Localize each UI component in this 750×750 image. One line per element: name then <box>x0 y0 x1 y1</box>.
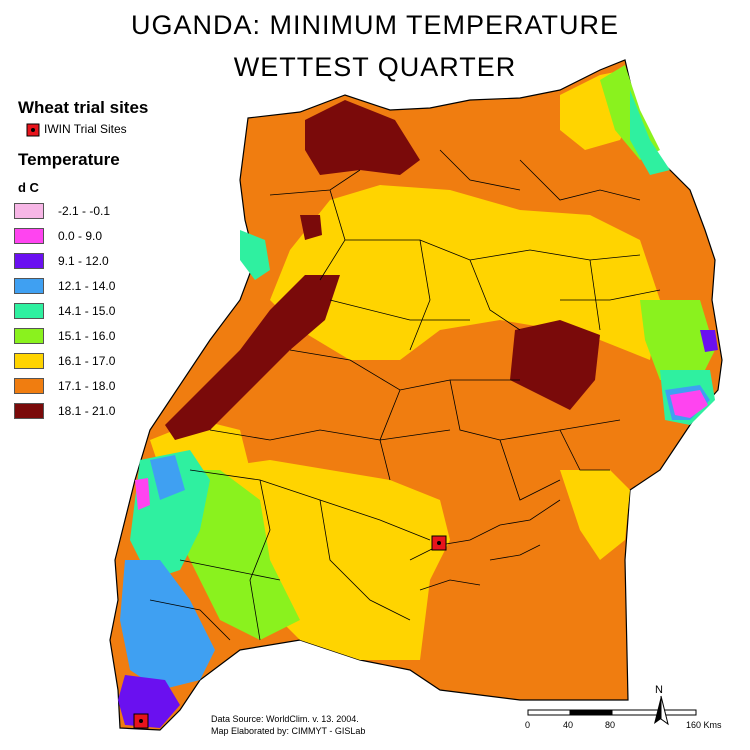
scale-label-40: 40 <box>563 720 574 730</box>
trial-site-markers <box>133 535 447 729</box>
legend-class-row: 9.1 - 12.0 <box>14 252 109 270</box>
legend-class-label: 18.1 - 21.0 <box>58 404 116 418</box>
elaborated-by-credit: Map Elaborated by: CIMMYT - GISLab <box>211 726 366 736</box>
legend-swatch <box>14 403 44 419</box>
legend-class-row: 15.1 - 16.0 <box>14 327 115 345</box>
legend-swatch <box>14 303 44 319</box>
legend-swatch <box>14 278 44 294</box>
scale-label-0: 0 <box>525 720 531 730</box>
legend-swatch <box>14 353 44 369</box>
legend-class-row: -2.1 - -0.1 <box>14 202 110 220</box>
legend-temperature-heading: Temperature <box>18 150 120 169</box>
zone-18-21-north <box>305 100 420 175</box>
legend-class-label: 14.1 - 15.0 <box>58 304 116 318</box>
scale-label-160: 160 Kms <box>686 720 722 730</box>
zone-18-21-northwest <box>300 215 322 240</box>
zone-9-12-east <box>700 330 718 352</box>
zone-16-17-southwest <box>200 460 450 660</box>
scale-bar <box>527 709 697 716</box>
legend-class-label: 9.1 - 12.0 <box>58 254 109 268</box>
zone-12-14-west <box>150 455 185 500</box>
legend-class-label: 17.1 - 18.0 <box>58 379 116 393</box>
map-title-line2: WETTEST QUARTER <box>233 52 517 82</box>
legend-sites-heading: Wheat trial sites <box>18 98 149 117</box>
scale-label-80: 80 <box>605 720 616 730</box>
data-source-credit: Data Source: WorldClim. v. 13. 2004. <box>211 714 359 724</box>
legend-class-row: 18.1 - 21.0 <box>14 402 115 420</box>
zone-16-17-east <box>560 470 630 560</box>
legend-class-row: 0.0 - 9.0 <box>14 227 102 245</box>
zone-0-9-rwenzori <box>135 478 150 510</box>
legend-site-label: IWIN Trial Sites <box>44 122 127 136</box>
legend-class-label: 16.1 - 17.0 <box>58 354 116 368</box>
zone-12-14-southwest <box>120 560 215 690</box>
legend-swatch <box>14 378 44 394</box>
zone-0-9-elgon <box>670 390 708 418</box>
legend-class-row: 16.1 - 17.0 <box>14 352 115 370</box>
zone-18-21-albertine <box>165 275 340 440</box>
legend-class-row: 17.1 - 18.0 <box>14 377 115 395</box>
zone-14-15-west <box>130 450 210 580</box>
map-title-line1: UGANDA: MINIMUM TEMPERATURE <box>130 10 620 40</box>
legend-class-label: 12.1 - 14.0 <box>58 279 116 293</box>
district-boundaries <box>149 149 661 641</box>
north-arrow-icon <box>654 695 669 726</box>
legend-class-label: 0.0 - 9.0 <box>58 229 103 243</box>
legend-swatch <box>14 203 44 219</box>
north-label: N <box>655 684 663 696</box>
zone-14-15-northwest <box>240 230 270 280</box>
legend-class-row: 14.1 - 15.0 <box>14 302 115 320</box>
zone-18-21-karamoja <box>510 320 600 410</box>
zone-15-16-east <box>640 300 715 380</box>
zone-16-17-north <box>270 185 660 360</box>
legend-class-label: 15.1 - 16.0 <box>58 329 116 343</box>
legend-class-label: -2.1 - -0.1 <box>58 204 111 218</box>
legend-swatch <box>14 253 44 269</box>
zone-14-15-northeast <box>630 90 670 175</box>
legend-swatch <box>14 228 44 244</box>
legend-unit: d C <box>18 180 39 195</box>
legend-class-row: 12.1 - 14.0 <box>14 277 115 295</box>
legend-swatch <box>14 328 44 344</box>
